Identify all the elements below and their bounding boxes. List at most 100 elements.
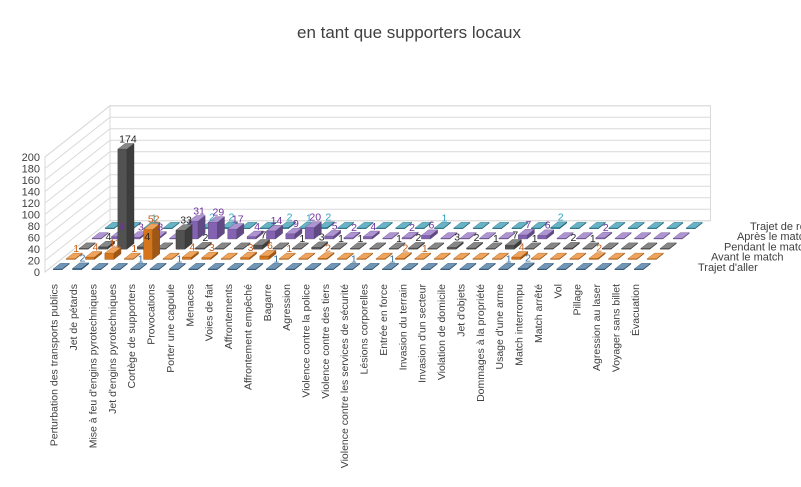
- bar-top: [304, 221, 322, 228]
- data-label: 1: [442, 212, 448, 224]
- gridline: [44, 151, 711, 204]
- bar: [420, 229, 439, 240]
- data-label: 3: [209, 242, 215, 254]
- bar: [549, 252, 568, 260]
- bar-top: [491, 222, 510, 229]
- y-tick-label: 40: [28, 244, 40, 256]
- bar-front: [304, 227, 315, 240]
- bar-top: [549, 252, 568, 259]
- bar: [220, 252, 238, 260]
- bar-front: [311, 247, 321, 250]
- bar-top: [375, 252, 393, 259]
- bar: [478, 232, 497, 240]
- data-label: 1: [506, 253, 512, 265]
- bar: [646, 221, 665, 230]
- y-tick-label: 120: [22, 198, 40, 210]
- bar: [620, 242, 639, 250]
- bar-top: [401, 263, 419, 270]
- bar-front: [240, 257, 250, 260]
- gridline: [44, 197, 711, 250]
- bar-top: [252, 239, 271, 246]
- bar-front: [182, 256, 192, 260]
- bar: [666, 221, 684, 230]
- bar-top: [375, 222, 394, 229]
- bar: [214, 242, 232, 250]
- bar: [627, 221, 645, 230]
- data-label: 6: [267, 240, 273, 252]
- bar: [459, 262, 477, 271]
- bar: [278, 221, 297, 230]
- category-label: Agression: [281, 284, 293, 331]
- data-label: 2: [325, 212, 331, 224]
- bar-top: [265, 263, 283, 270]
- bar-top: [349, 242, 368, 249]
- bar: [71, 262, 90, 271]
- bar-top: [420, 229, 439, 236]
- bar-side: [126, 143, 135, 250]
- bar: [498, 232, 516, 240]
- bar: [188, 262, 206, 271]
- gridline: [44, 139, 711, 192]
- bar-top: [356, 252, 374, 259]
- data-label: 2: [228, 212, 234, 224]
- bar-top: [336, 252, 355, 259]
- data-label: 1: [73, 243, 79, 255]
- bar: [575, 262, 593, 271]
- bar-front: [175, 230, 186, 250]
- data-label: 4: [370, 221, 376, 233]
- bar-front: [266, 230, 276, 240]
- bar: [272, 242, 290, 250]
- gridline: [44, 105, 711, 158]
- bar: [607, 252, 626, 260]
- bar-top: [272, 242, 290, 249]
- bar-top: [433, 222, 452, 229]
- bar: [356, 221, 374, 230]
- bar-top: [259, 222, 277, 229]
- bar: [459, 232, 477, 240]
- category-label: Violence contre les services de sécurité: [339, 284, 351, 468]
- bar-top: [310, 241, 329, 248]
- bar: [156, 242, 174, 250]
- bar: [478, 262, 496, 271]
- series-label: Trajet d'aller: [698, 262, 758, 274]
- bar: [388, 242, 406, 250]
- bar-top: [343, 231, 361, 238]
- bar-top: [498, 263, 516, 270]
- bar-top: [78, 242, 96, 249]
- category-label: Jet de pétards: [68, 284, 80, 351]
- data-label: 11: [109, 237, 120, 249]
- data-label: 7: [512, 229, 518, 241]
- bar: [201, 251, 219, 260]
- bar: [550, 221, 568, 230]
- bar-front: [518, 234, 528, 240]
- bar-top: [485, 242, 503, 249]
- bar-top: [220, 252, 238, 259]
- bar-front: [446, 247, 457, 250]
- bar: [530, 221, 548, 230]
- bar-top: [420, 263, 438, 270]
- bar: [117, 143, 135, 250]
- bar-top: [459, 263, 477, 270]
- bar-top: [362, 230, 381, 237]
- bar: [569, 221, 587, 230]
- data-label: 3: [248, 242, 254, 254]
- data-label: 174: [119, 133, 137, 145]
- bar: [633, 232, 652, 240]
- bar-top: [478, 232, 497, 239]
- bar: [265, 262, 283, 271]
- bar: [394, 252, 413, 260]
- data-label: 1: [138, 253, 144, 265]
- bar-top: [317, 221, 335, 228]
- data-label: 7: [525, 219, 531, 231]
- bar-front: [537, 235, 547, 240]
- category-label: Dommages à la propriété: [475, 284, 487, 402]
- bar-front: [227, 228, 237, 240]
- bar-top: [646, 252, 664, 259]
- bar-top: [123, 252, 141, 259]
- bar-top: [414, 222, 432, 229]
- bar-top: [278, 252, 296, 259]
- data-label: 5: [332, 220, 338, 232]
- bar: [401, 231, 419, 240]
- data-label: 1: [299, 233, 305, 245]
- bar-top: [362, 263, 380, 270]
